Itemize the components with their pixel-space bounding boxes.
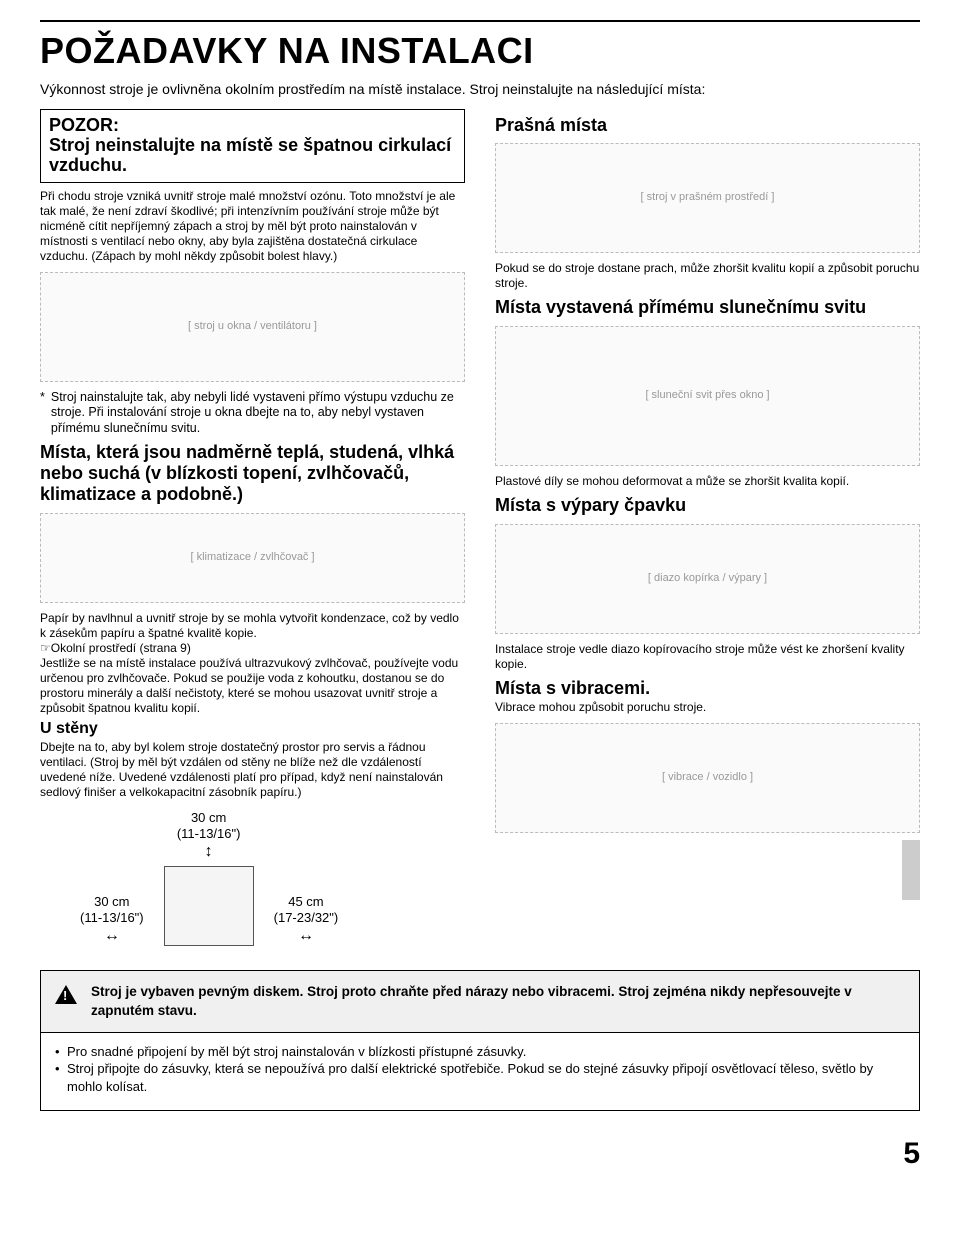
right-column: Prašná místa [ stroj v prašném prostředí… [495, 109, 920, 957]
dim-right: 45 cm (17-23/32") ↔ [274, 894, 339, 947]
dust-heading: Prašná místa [495, 115, 920, 136]
wall-body: Dbejte na to, aby byl kolem stroje dosta… [40, 740, 465, 800]
dim-right-cm: 45 cm [274, 894, 339, 910]
warning-triangle-icon [55, 985, 77, 1004]
asterisk-mark: * [40, 390, 45, 437]
ammonia-illustration: [ diazo kopírka / výpary ] [495, 524, 920, 634]
heat-heading: Místa, která jsou nadměrně teplá, studen… [40, 442, 465, 504]
ammonia-heading: Místa s výpary čpavku [495, 495, 920, 516]
condensation-text: Papír by navlhnul a uvnitř stroje by se … [40, 611, 465, 641]
dust-illustration: [ stroj v prašném prostředí ] [495, 143, 920, 253]
asterisk-note: * Stroj nainstalujte tak, aby nebyli lid… [40, 390, 465, 437]
vibration-body: Vibrace mohou způsobit poruchu stroje. [495, 700, 920, 715]
dim-right-in: (17-23/32") [274, 910, 339, 926]
vibration-illustration: [ vibrace / vozidlo ] [495, 723, 920, 833]
warning-box: POZOR: Stroj neinstalujte na místě se šp… [40, 109, 465, 183]
asterisk-text: Stroj nainstalujte tak, aby nebyli lidé … [51, 390, 465, 437]
intro-text: Výkonnost stroje je ovlivněna okolním pr… [40, 81, 920, 99]
sun-illustration: [ sluneční svit přes okno ] [495, 326, 920, 466]
warning-label: POZOR: [49, 114, 456, 137]
wall-heading: U stěny [40, 720, 465, 738]
hdd-warning-text: Stroj je vybaven pevným diskem. Stroj pr… [91, 983, 905, 1019]
dim-left: 30 cm (11-13/16") ↔ [80, 894, 144, 947]
left-column: POZOR: Stroj neinstalujte na místě se šp… [40, 109, 465, 957]
dim-left-cm: 30 cm [80, 894, 144, 910]
sun-body: Plastové díly se mohou deformovat a může… [495, 474, 920, 489]
machine-icon [164, 866, 254, 946]
page-title: POŽADAVKY NA INSTALACI [40, 28, 920, 73]
sun-heading: Místa vystavená přímému slunečnímu svitu [495, 297, 920, 318]
warning-text: Stroj neinstalujte na místě se špatnou c… [49, 136, 456, 176]
dim-left-in: (11-13/16") [80, 910, 144, 926]
side-tab [902, 840, 920, 900]
hvac-illustration: [ klimatizace / zvlhčovač ] [40, 513, 465, 603]
top-rule [40, 20, 920, 22]
columns: POZOR: Stroj neinstalujte na místě se šp… [40, 109, 920, 957]
outlet-bullet-1: Pro snadné připojení by měl být stroj na… [55, 1043, 905, 1061]
outlet-box: Pro snadné připojení by měl být stroj na… [40, 1033, 920, 1111]
vibration-heading: Místa s vibracemi. [495, 678, 920, 699]
ozone-paragraph: Při chodu stroje vzniká uvnitř stroje ma… [40, 189, 465, 264]
outlet-list: Pro snadné připojení by měl být stroj na… [55, 1043, 905, 1096]
page: POŽADAVKY NA INSTALACI Výkonnost stroje … [40, 20, 920, 1172]
dust-body: Pokud se do stroje dostane prach, může z… [495, 261, 920, 291]
clearance-diagram: 30 cm (11-13/16") ↔ 30 cm (11-13/16") ↕ … [80, 810, 465, 947]
page-number: 5 [40, 1135, 920, 1173]
dim-center: 30 cm (11-13/16") ↕ [164, 810, 254, 947]
dim-top-cm: 30 cm [164, 810, 254, 826]
hdd-warning-box: Stroj je vybaven pevným diskem. Stroj pr… [40, 970, 920, 1032]
ammonia-body: Instalace stroje vedle diazo kopírovacíh… [495, 642, 920, 672]
outlet-bullet-2: Stroj připojte do zásuvky, která se nepo… [55, 1060, 905, 1095]
ventilation-illustration: [ stroj u okna / ventilátoru ] [40, 272, 465, 382]
dim-top-in: (11-13/16") [164, 826, 254, 842]
env-reference: ☞Okolní prostředí (strana 9) [40, 641, 465, 656]
ultrasonic-text: Jestliže se na místě instalace používá u… [40, 656, 465, 716]
